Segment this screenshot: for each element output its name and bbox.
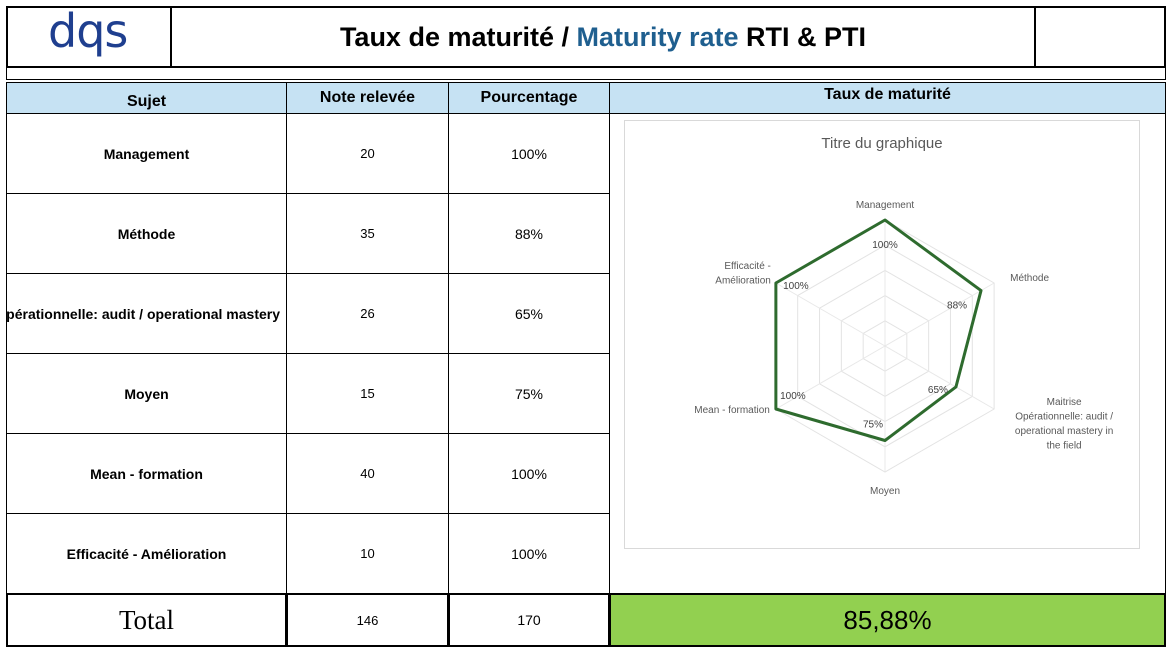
data-label: 100% <box>783 281 809 292</box>
row-subject: Efficacité - Amélioration <box>6 513 287 594</box>
radar-data-labels: 100% 88% 65% 75% 100% 100% <box>780 240 967 431</box>
radar-category-labels: Management Méthode Maitrise Opérationnelle:… <box>694 200 1113 497</box>
data-label: 75% <box>863 420 883 431</box>
row-percent: 75% <box>448 353 610 434</box>
col-header-subject: Sujet <box>6 82 287 114</box>
row-note: 40 <box>286 433 449 514</box>
dqs-logo: dqs <box>48 4 128 58</box>
grid-spoke <box>775 282 886 347</box>
col-header-maturity: Taux de maturité <box>609 82 1166 114</box>
data-label: 65% <box>928 385 948 396</box>
category-label: Maitrise Opérationnelle: audit / operation… <box>1015 397 1113 452</box>
chart-title: Titre du graphique <box>821 135 942 152</box>
row-subject: Méthode <box>6 193 287 274</box>
row-note: 10 <box>286 513 449 594</box>
col-header-percent: Pourcentage <box>448 82 610 114</box>
series-line <box>774 218 983 442</box>
grid-spoke <box>884 282 995 347</box>
col-header-note: Note relevée <box>286 82 449 114</box>
row-percent: 65% <box>448 273 610 354</box>
category-label: Efficacité -Amélioration <box>715 261 771 287</box>
row-note: 20 <box>286 113 449 194</box>
total-label: Total <box>6 593 287 647</box>
radar-chart: Titre du graphique Management Méthode Mait… <box>624 120 1140 549</box>
row-subject: pérationnelle: audit / operational maste… <box>6 273 287 354</box>
grid-spoke <box>884 345 995 410</box>
category-label: Management <box>856 200 915 211</box>
row-note: 35 <box>286 193 449 274</box>
grid-spoke <box>775 345 886 410</box>
row-note: 26 <box>286 273 449 354</box>
row-note: 15 <box>286 353 449 434</box>
data-label: 100% <box>780 391 806 402</box>
header-right-cell <box>1034 6 1166 68</box>
category-label: Mean - formation <box>694 405 770 416</box>
category-label: Méthode <box>1010 273 1049 284</box>
spacer-row <box>6 66 1166 80</box>
data-label: 88% <box>947 301 967 312</box>
row-percent: 100% <box>448 513 610 594</box>
total-percent: 170 <box>448 593 610 647</box>
maturity-result: 85,88% <box>609 593 1166 647</box>
page-title: Taux de maturité / Maturity rate RTI & P… <box>339 21 867 52</box>
row-subject: Moyen <box>6 353 287 434</box>
radar-series <box>774 218 983 442</box>
chart-frame <box>624 120 1140 549</box>
title-cell: Taux de maturité / Maturity rate RTI & P… <box>170 6 1036 68</box>
row-subject: Mean - formation <box>6 433 287 514</box>
category-label: Moyen <box>870 486 900 497</box>
row-percent: 100% <box>448 113 610 194</box>
chart-cell <box>609 113 1166 594</box>
row-percent: 100% <box>448 433 610 514</box>
data-label: 100% <box>872 240 898 251</box>
row-percent: 88% <box>448 193 610 274</box>
total-note: 146 <box>286 593 449 647</box>
row-subject: Management <box>6 113 287 194</box>
